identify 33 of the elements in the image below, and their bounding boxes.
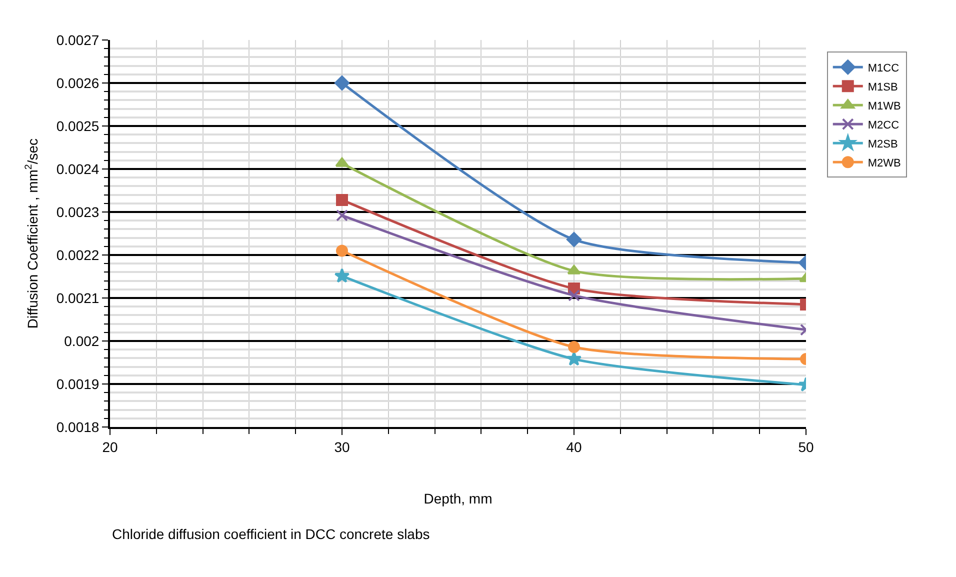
point [334, 268, 350, 283]
point [335, 157, 349, 167]
legend-label: M1SB [868, 81, 898, 94]
y-tick-label: 0.0027 [56, 32, 100, 48]
point [568, 289, 580, 302]
y-tick-label: 0.0024 [56, 160, 100, 177]
x-tick-label: 50 [798, 438, 814, 455]
x-tick-label: 40 [566, 438, 582, 455]
y-tick-label: 0.0022 [56, 246, 100, 263]
text: Chloride diffusion coefficient in DCC concrete slabs [112, 526, 430, 542]
legend-label: M2SB [868, 138, 898, 150]
x-tick-label: 30 [334, 438, 350, 455]
y-tick-label: 0.0018 [56, 418, 100, 435]
point [336, 244, 348, 257]
point [566, 232, 582, 248]
y-tick-label: 0.0025 [56, 118, 100, 134]
y-tick-label: 0.0023 [56, 204, 100, 220]
legend-label: M2CC [868, 119, 900, 132]
y-tick-label: 0.0019 [56, 376, 100, 392]
y-tick-label: 0.002 [64, 332, 100, 349]
point [336, 209, 348, 222]
point [568, 341, 580, 354]
y-tick-label: 0.0021 [56, 290, 100, 306]
x-axis-title: Depth, mm [424, 490, 492, 507]
legend-label: M2WB [868, 157, 901, 170]
legend-label: M1CC [868, 62, 900, 74]
point [334, 76, 350, 90]
x-tick-label: 20 [102, 438, 118, 455]
point [567, 264, 581, 274]
y-tick-label: 0.0026 [56, 74, 100, 91]
point [566, 351, 582, 366]
legend-label: M1WB [868, 100, 901, 112]
point [336, 194, 348, 206]
